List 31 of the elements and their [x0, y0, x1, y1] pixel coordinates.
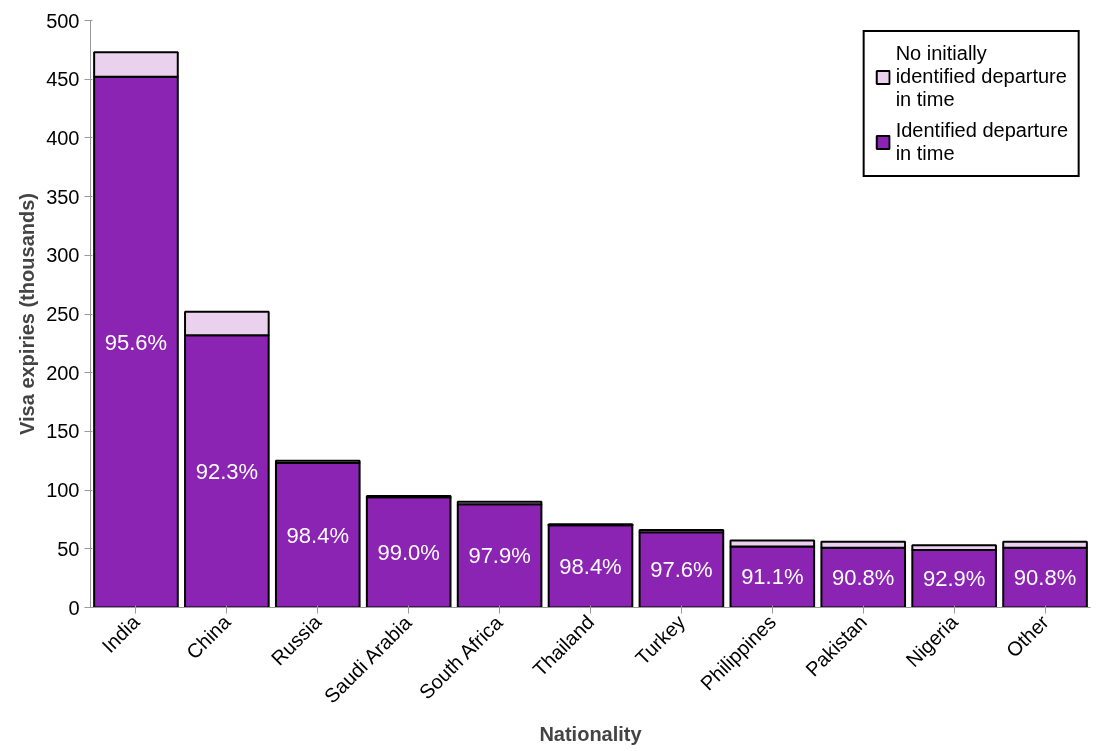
- bar: [456, 503, 543, 608]
- y-tick-label: 50: [57, 537, 80, 560]
- legend-label: Identified departure in time: [895, 119, 1068, 165]
- y-tick-label: 450: [46, 68, 80, 91]
- x-axis-title: Nationality: [539, 723, 643, 746]
- y-tick-label: 0: [68, 596, 80, 619]
- annotation: 95.6%: [104, 329, 168, 355]
- annotation: 92.3%: [195, 458, 259, 484]
- annotation: 97.6%: [650, 557, 713, 583]
- y-tick-label: 100: [46, 479, 80, 502]
- y-tick-label: 200: [46, 361, 80, 384]
- y-tick-label: 400: [46, 126, 80, 149]
- annotation: 91.1%: [741, 564, 804, 590]
- annotation: 99.0%: [377, 539, 440, 565]
- bar: [547, 524, 634, 608]
- legend-label: No initially identified departure in time: [895, 42, 1067, 111]
- y-tick-label: 500: [46, 9, 80, 32]
- annotation: 97.9%: [468, 543, 531, 569]
- y-axis-title: Visa expiries (thousands): [16, 193, 39, 435]
- annotation: 98.4%: [286, 522, 349, 548]
- annotation: 98.4%: [559, 553, 622, 579]
- bar: [365, 496, 452, 608]
- y-tick-label: 150: [46, 420, 80, 443]
- y-tick-label: 350: [46, 185, 80, 208]
- annotation: 90.8%: [1013, 565, 1077, 591]
- y-tick-label: 250: [46, 303, 80, 325]
- bar: [274, 462, 361, 608]
- annotation: 90.8%: [832, 565, 895, 591]
- bar: [638, 531, 725, 608]
- y-tick-label: 300: [46, 244, 80, 267]
- annotation: 92.9%: [922, 566, 986, 592]
